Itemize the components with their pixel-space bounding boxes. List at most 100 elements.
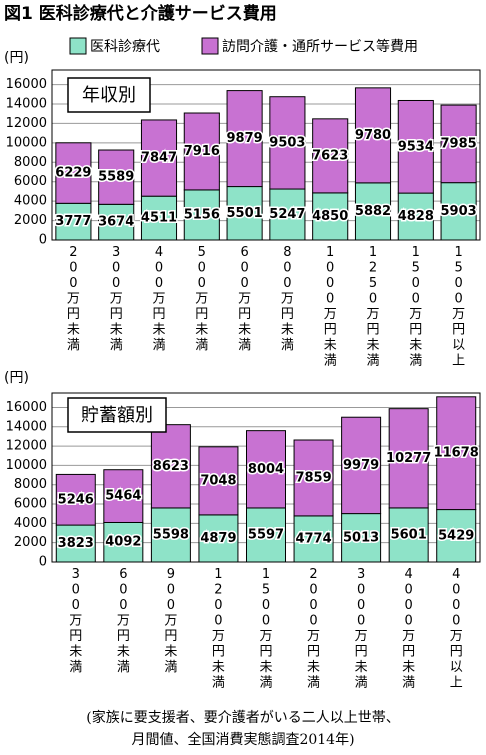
bar-segment: [293, 439, 334, 517]
value-label: 9503: [269, 135, 305, 150]
x-tick-label: 8 0 0 万円未満: [281, 245, 294, 353]
x-tick-label: 1 0 0 0 万円未満: [324, 245, 337, 369]
bar-segment: [440, 182, 477, 241]
value-label: 5597: [248, 527, 284, 542]
bar-segment: [198, 446, 239, 516]
value-label: 5013: [343, 530, 379, 545]
footnote: (家族に要支援者、要介護者がいる二人以上世帯、: [86, 709, 399, 726]
legend-swatch: [69, 37, 87, 55]
x-tick-label: 1 5 0 0 万円未満: [409, 245, 422, 369]
y-tick-label: 10000: [6, 135, 47, 150]
y-tick-label: 16000: [6, 77, 47, 92]
legend-label: 医科診療代: [90, 38, 160, 55]
bar-segment: [140, 195, 178, 241]
value-label: 3674: [98, 215, 134, 230]
bar-segment: [341, 416, 382, 515]
bar-segment: [183, 189, 220, 241]
y-tick-label: 6000: [14, 497, 47, 512]
value-label: 7623: [312, 148, 348, 163]
value-label: 5429: [438, 528, 474, 543]
bar-segment: [388, 408, 429, 509]
y-tick-label: 8000: [14, 155, 47, 170]
plot-frame: [51, 69, 481, 241]
y-axis-label: (円): [4, 370, 29, 386]
x-tick-label: 6 0 0 万円未満: [117, 567, 130, 675]
chart-title: 図1 医科診療代と介護サービス費用: [4, 3, 277, 24]
value-label: 9534: [398, 139, 434, 154]
annotation: 年収別: [82, 85, 136, 106]
bar-segment: [312, 118, 349, 194]
bar-segment: [150, 424, 191, 509]
legend-label: 訪問介護・通所サービス等費用: [222, 38, 418, 55]
value-label: 3823: [58, 536, 94, 551]
x-tick-label: 6 0 0 万円未満: [238, 245, 251, 353]
value-label: 5156: [184, 207, 220, 222]
x-tick-label: 3 0 0 万円未満: [69, 567, 82, 675]
value-label: 9979: [343, 458, 379, 473]
bar-segment: [354, 87, 392, 184]
bar-segment: [98, 149, 135, 205]
value-label: 10277: [386, 451, 431, 466]
value-label: 6229: [55, 166, 91, 181]
bar-segment: [226, 90, 263, 188]
bar-segment: [55, 524, 96, 563]
x-tick-label: 4 0 0 万円未満: [152, 245, 165, 353]
bar-segment: [354, 182, 392, 241]
bar-segment: [140, 119, 178, 197]
y-tick-label: 6000: [14, 174, 47, 189]
bar-segment: [198, 514, 239, 563]
bar-segment: [183, 112, 220, 191]
value-label: 3777: [55, 214, 91, 229]
y-tick-label: 10000: [6, 458, 47, 473]
bar-segment: [388, 507, 429, 563]
value-label: 5903: [441, 204, 477, 219]
value-label: 5598: [153, 527, 189, 542]
bar-segment: [55, 142, 92, 204]
x-tick-label: 1 5 0 0 万円未満: [259, 567, 272, 691]
value-label: 9879: [227, 131, 263, 146]
bar-segment: [293, 515, 334, 563]
bar-segment: [55, 202, 92, 241]
bar-segment: [55, 473, 96, 526]
bar-segment: [150, 507, 191, 563]
x-tick-label: 5 0 0 万円未満: [195, 245, 208, 353]
value-label: 5501: [227, 206, 263, 221]
y-tick-label: 14000: [6, 419, 47, 434]
x-tick-label: 9 0 0 万円未満: [164, 567, 177, 675]
value-label: 5246: [58, 492, 94, 507]
bar-segment: [341, 513, 382, 563]
x-tick-label: 3 0 0 万円未満: [110, 245, 123, 353]
value-label: 4828: [398, 209, 434, 224]
x-tick-label: 4 0 0 0 万円以上: [450, 567, 463, 691]
value-label: 7048: [200, 473, 236, 488]
value-label: 7847: [141, 151, 177, 166]
value-label: 9780: [355, 128, 391, 143]
footnote: 月間値、全国消費実態調査2014年): [131, 731, 354, 748]
y-tick-label: 4000: [14, 516, 47, 531]
y-tick-label: 0: [39, 233, 47, 248]
value-label: 4850: [312, 209, 348, 224]
bar-segment: [397, 99, 434, 194]
annotation-box: [67, 397, 167, 433]
y-axis-label: (円): [4, 50, 29, 66]
value-label: 4092: [105, 535, 141, 550]
legend-swatch: [201, 37, 219, 55]
value-label: 4511: [141, 211, 177, 226]
value-label: 7916: [184, 144, 220, 159]
value-label: 5464: [105, 489, 141, 504]
y-tick-label: 2000: [14, 535, 47, 550]
y-tick-label: 4000: [14, 194, 47, 209]
y-tick-label: 16000: [6, 400, 47, 415]
x-tick-label: 2 0 0 万円未満: [67, 245, 80, 353]
value-label: 8004: [248, 462, 284, 477]
y-tick-label: 12000: [6, 439, 47, 454]
value-label: 11678: [434, 446, 479, 461]
value-label: 5247: [269, 207, 305, 222]
value-label: 7985: [441, 136, 477, 151]
bar-segment: [312, 192, 349, 241]
bar-segment: [103, 469, 144, 523]
y-tick-label: 14000: [6, 97, 47, 112]
x-tick-label: 2 0 0 0 万円未満: [307, 567, 320, 691]
value-label: 4879: [200, 531, 236, 546]
